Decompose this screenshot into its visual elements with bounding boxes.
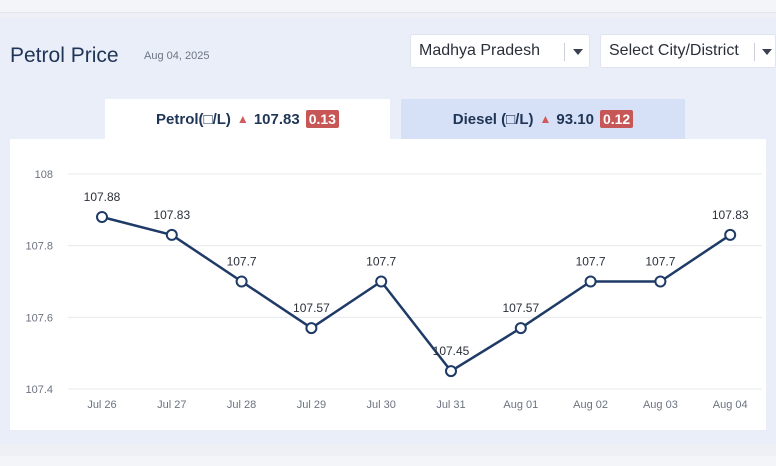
chevron-down-icon[interactable] <box>762 49 772 55</box>
y-tick-label: 108 <box>35 169 53 181</box>
data-point <box>165 228 178 241</box>
tab-diesel-price: 93.10 <box>556 110 594 128</box>
city-select-value: Select City/District <box>609 42 739 59</box>
tab-diesel-change-badge: 0.12 <box>599 110 634 128</box>
data-point <box>584 275 597 288</box>
data-label: 107.7 <box>366 255 396 269</box>
select-divider <box>564 43 565 61</box>
series-line-petrol <box>101 215 731 373</box>
grid-layer <box>68 173 762 390</box>
data-label: 107.83 <box>712 208 749 222</box>
x-tick-label: Aug 01 <box>503 399 538 411</box>
select-divider <box>754 43 755 61</box>
data-label: 107.57 <box>502 301 539 315</box>
tab-diesel[interactable]: Diesel (□/L) ▲ 93.10 0.12 <box>401 99 685 139</box>
data-point <box>235 275 248 288</box>
data-label: 107.88 <box>84 190 121 204</box>
top-strip <box>0 0 776 13</box>
x-tick-label: Aug 03 <box>643 399 678 411</box>
x-tick-label: Jul 30 <box>367 399 396 411</box>
tab-petrol-price: 107.83 <box>253 110 300 128</box>
x-tick-label: Jul 27 <box>157 399 186 411</box>
state-select-value: Madhya Pradesh <box>419 42 540 59</box>
y-tick-label: 107.6 <box>25 312 53 324</box>
page-title: Petrol Price <box>10 44 119 67</box>
data-label: 107.83 <box>153 208 190 222</box>
x-tick-label: Aug 04 <box>713 399 748 411</box>
data-point <box>514 322 527 335</box>
tab-petrol-label: Petrol(□/L) <box>156 110 231 128</box>
x-tick-label: Jul 26 <box>87 399 116 411</box>
y-tick-label: 107.8 <box>25 241 53 253</box>
y-tick-label: 107.4 <box>25 384 53 396</box>
chart-panel <box>10 139 766 430</box>
x-tick-label: Jul 28 <box>227 399 256 411</box>
chevron-down-icon[interactable] <box>573 49 583 55</box>
axis-layer: 107.4 107.6 107.8 108 Jul 26 Jul 27 Jul 28 Jul … <box>25 169 747 411</box>
data-point <box>445 365 457 378</box>
x-tick-label: Jul 29 <box>297 399 326 411</box>
point-layer <box>96 211 737 378</box>
bottom-strip <box>0 456 776 466</box>
data-point <box>305 322 318 335</box>
tab-diesel-label: Diesel (□/L) <box>452 110 534 128</box>
tab-petrol-change-badge: 0.13 <box>305 110 339 128</box>
up-arrow-icon: ▲ <box>539 112 552 126</box>
x-tick-label: Aug 02 <box>573 399 608 411</box>
data-point <box>375 275 388 288</box>
tab-petrol[interactable]: Petrol(□/L) ▲ 107.83 0.13 <box>105 99 390 139</box>
line-layer <box>101 215 731 373</box>
up-arrow-icon: ▲ <box>236 112 249 126</box>
data-label: 107.57 <box>293 301 330 315</box>
data-point <box>96 211 108 223</box>
data-label: 107.7 <box>645 255 675 269</box>
state-select[interactable]: Madhya Pradesh <box>410 34 590 68</box>
data-label: 107.45 <box>433 344 470 358</box>
label-layer: 107.88 107.83 107.7 107.57 107.7 107.45 107.57… <box>84 190 749 358</box>
data-label: 107.7 <box>576 255 606 269</box>
data-label: 107.7 <box>227 255 257 269</box>
data-point <box>724 228 737 241</box>
data-point <box>654 275 667 288</box>
price-date: Aug 04, 2025 <box>144 50 210 62</box>
city-select[interactable]: Select City/District <box>600 34 776 68</box>
x-tick-label: Jul 31 <box>436 399 465 411</box>
